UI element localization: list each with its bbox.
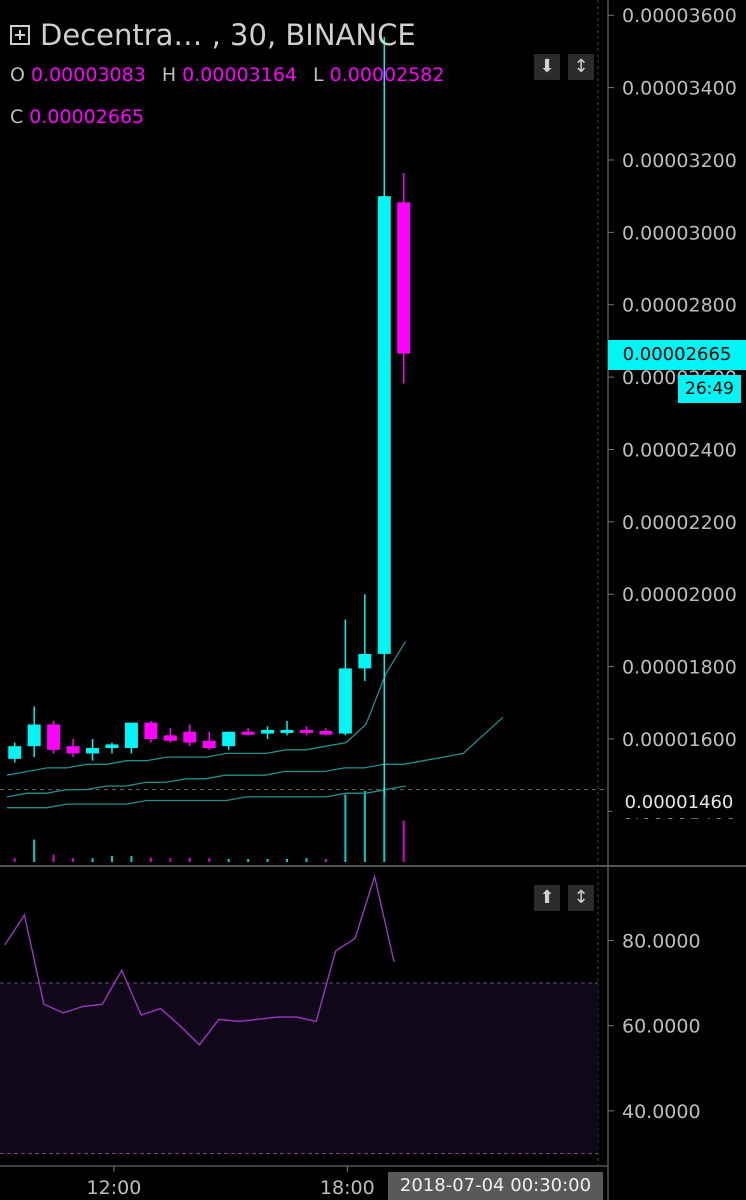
candle-body <box>183 731 197 743</box>
rsi-tick-label: 40.0000 <box>622 1101 701 1123</box>
candle-body <box>163 735 177 741</box>
expand-vertical-icon-rsi[interactable]: ↕ <box>568 885 594 911</box>
candle-body <box>8 746 22 759</box>
expand-vertical-icon[interactable]: ↕ <box>568 54 594 80</box>
candle-body <box>105 744 119 749</box>
last-price-tag: 0.00002665 <box>608 340 746 370</box>
ohlc-row-2: C 0.00002665 <box>10 106 144 128</box>
moving-average-line <box>6 640 407 776</box>
crosshair-time-tag: 2018-07-04 00:30:00 <box>388 1172 603 1200</box>
candle-body <box>280 729 294 733</box>
price-tick-label: 0.00003600 <box>622 5 737 27</box>
plus-square-icon[interactable] <box>10 25 30 45</box>
volume-bar <box>344 794 347 862</box>
volume-bar <box>130 856 133 862</box>
candle-body <box>47 724 61 750</box>
candle-body <box>86 748 100 754</box>
candle-body <box>222 731 236 747</box>
volume-bar <box>91 858 94 862</box>
symbol-title: Decentra… , 30, BINANCE <box>40 18 416 52</box>
rsi-band <box>0 983 598 1154</box>
volume-bar <box>33 839 36 862</box>
candle-body <box>144 722 158 739</box>
open-label: O <box>10 64 25 86</box>
close-value: 0.00002665 <box>29 106 145 128</box>
price-tick-label: 0.00002000 <box>622 584 737 606</box>
volume-bar <box>208 858 211 862</box>
candle-body <box>397 202 411 354</box>
volume-bar <box>188 857 191 862</box>
volume-bar <box>383 787 386 862</box>
volume-bar <box>110 856 113 862</box>
candle-body <box>241 731 255 735</box>
candle-body <box>261 729 275 734</box>
price-tick-label: 0.00001600 <box>622 729 737 751</box>
bar-countdown-tag: 26:49 <box>678 375 741 403</box>
candle-body <box>202 740 216 749</box>
candle-body <box>338 668 352 734</box>
arrow-up-icon[interactable]: ⬆ <box>534 885 560 911</box>
arrow-down-icon[interactable]: ⬇ <box>534 54 560 80</box>
price-tick-label: 0.00002800 <box>622 295 737 317</box>
rsi-tick-label: 80.0000 <box>622 930 701 952</box>
volume-bar <box>286 859 289 862</box>
rsi-line <box>4 873 395 1046</box>
candle-body <box>66 746 80 754</box>
candle-body <box>377 196 391 654</box>
time-tick-label: 12:00 <box>87 1177 142 1199</box>
volume-bar <box>324 859 327 862</box>
price-tick-label: 0.00003200 <box>622 150 737 172</box>
ohlc-row-1: O 0.00003083 H 0.00003164 L 0.00002582 <box>10 64 444 86</box>
price-tick-label: 0.00003000 <box>622 222 737 244</box>
price-tick-label: 0.00003400 <box>622 78 737 100</box>
volume-bar <box>266 859 269 862</box>
volume-bar <box>402 820 405 862</box>
close-label: C <box>10 106 24 128</box>
candle-body <box>299 729 313 733</box>
candle-body <box>358 653 372 669</box>
moving-average-line <box>6 716 504 798</box>
candle-body <box>27 724 41 747</box>
candle-body <box>319 731 333 735</box>
volume-bar <box>72 858 75 862</box>
volume-bar <box>363 790 366 862</box>
price-tick-label: 0.00002400 <box>622 439 737 461</box>
price-tick-label: 0.00002200 <box>622 512 737 534</box>
high-label: H <box>161 64 177 86</box>
volume-bar <box>305 858 308 862</box>
volume-bar <box>227 859 230 862</box>
moving-average-line <box>7 785 406 809</box>
volume-bar <box>52 854 55 862</box>
volume-bar <box>149 857 152 862</box>
volume-bar <box>13 858 16 862</box>
volume-bar <box>247 859 250 862</box>
symbol-legend[interactable]: Decentra… , 30, BINANCE <box>10 18 416 52</box>
price-tick-label: 0.00001800 <box>622 657 737 679</box>
volume-bar <box>169 858 172 862</box>
high-value: 0.00003164 <box>182 64 297 86</box>
crosshair-price-tag: 0.00001460 <box>612 788 746 818</box>
rsi-tick-label: 60.0000 <box>622 1016 701 1038</box>
candle-body <box>124 722 138 749</box>
open-value: 0.00003083 <box>30 64 146 86</box>
low-value: 0.00002582 <box>329 64 445 86</box>
time-tick-label: 18:00 <box>320 1177 375 1199</box>
low-label: L <box>313 64 324 86</box>
